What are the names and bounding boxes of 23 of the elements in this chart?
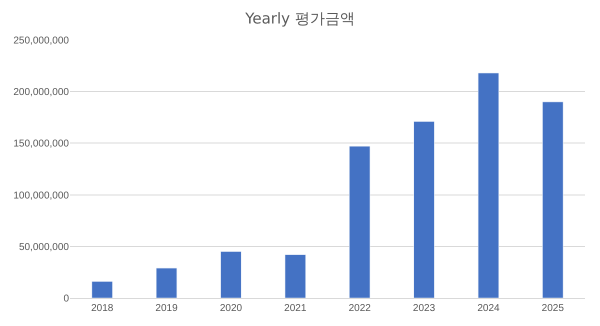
x-tick-label: 2025 (542, 303, 564, 314)
y-tick-label: 200,000,000 (13, 87, 70, 98)
y-tick-label: 50,000,000 (18, 242, 70, 253)
bar (414, 121, 435, 298)
bar (542, 102, 564, 298)
y-tick-label: 100,000,000 (13, 190, 70, 202)
bar (156, 268, 178, 298)
x-tick-label: 2024 (477, 303, 500, 314)
bar (220, 251, 242, 298)
y-tick-label: 250,000,000 (13, 36, 70, 46)
bar (92, 281, 113, 298)
x-tick-label: 2022 (348, 303, 372, 314)
x-tick-label: 2020 (220, 303, 242, 314)
x-tick-label: 2019 (155, 303, 178, 314)
x-tick-label: 2021 (284, 303, 307, 314)
chart-title: Yearly 평가금액 (244, 10, 355, 28)
y-tick-label: 150,000,000 (13, 138, 70, 150)
y-tick-label: 0 (63, 294, 70, 304)
x-tick-label: 2023 (412, 303, 436, 314)
bar (284, 254, 306, 298)
x-tick-label: 2018 (91, 303, 114, 314)
bar (478, 72, 499, 298)
bar (349, 146, 370, 298)
